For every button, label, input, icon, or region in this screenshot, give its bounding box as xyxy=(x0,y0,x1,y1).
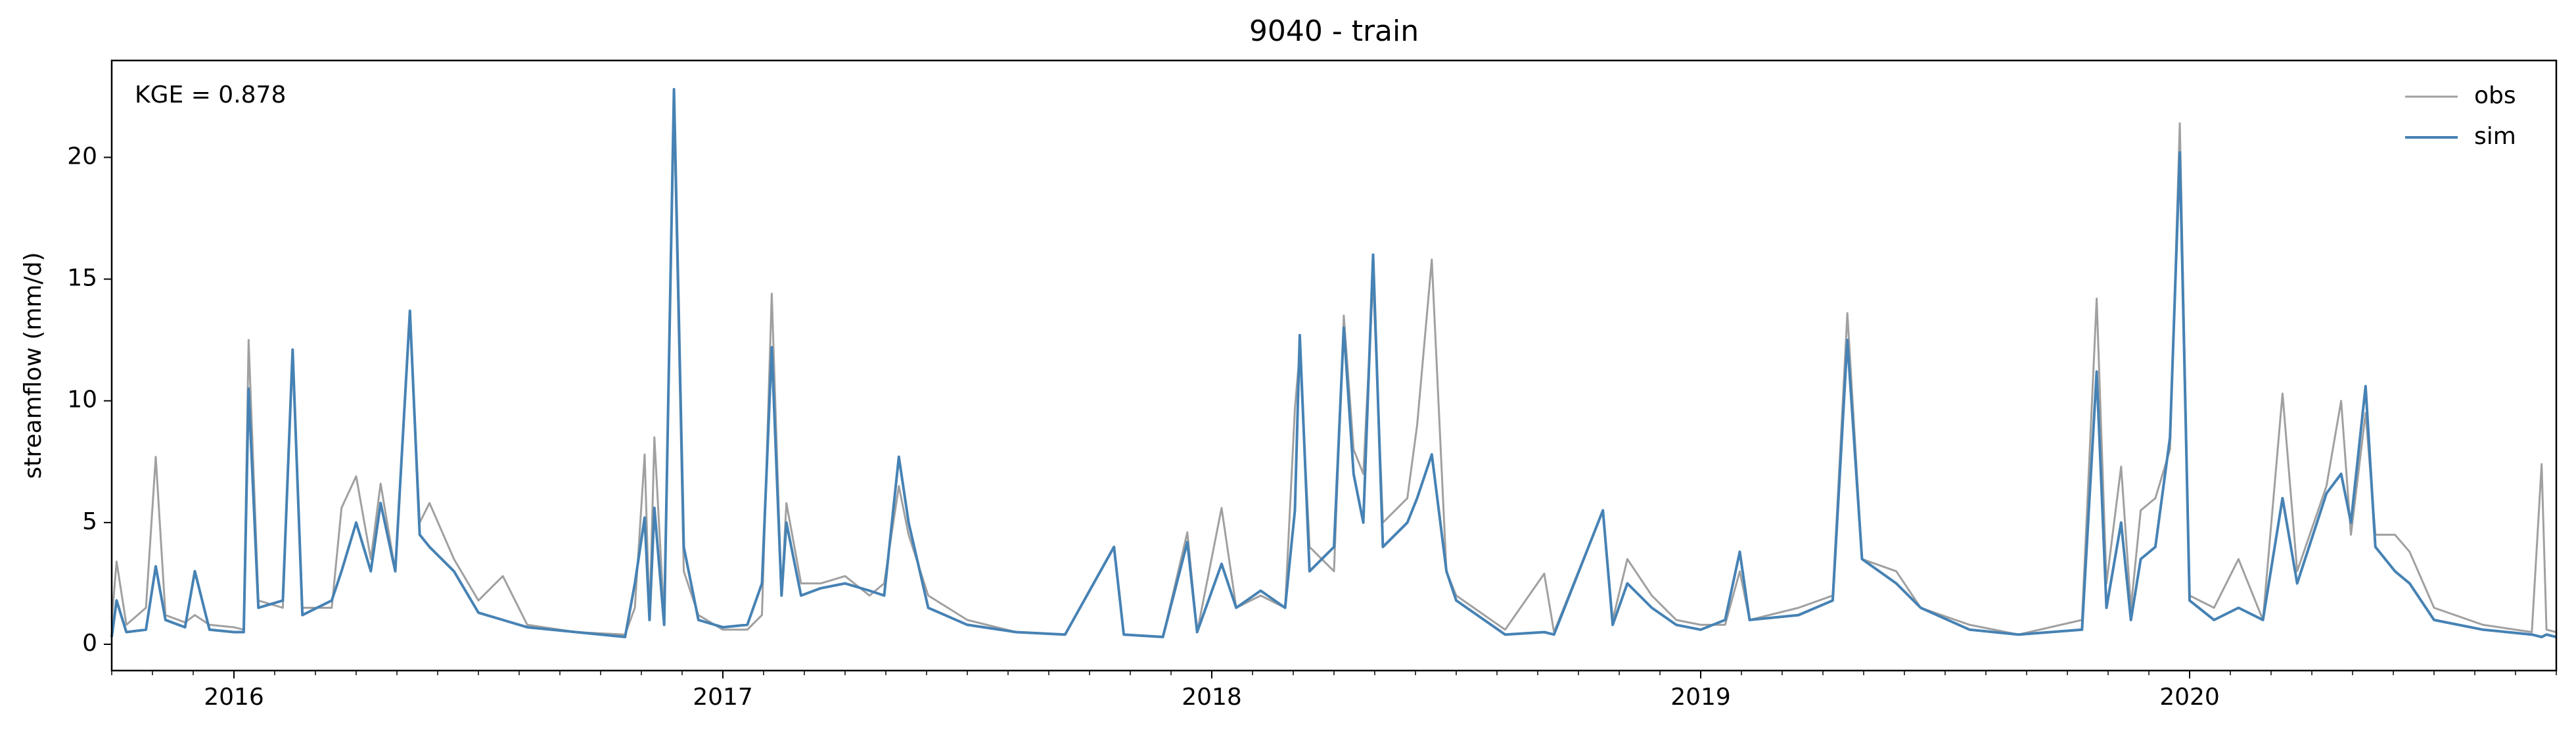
axes-frame xyxy=(110,59,2558,672)
y-tick-label: 20 xyxy=(67,143,97,170)
series-line xyxy=(110,87,2557,638)
legend-label: obs xyxy=(2474,82,2516,109)
annotation: KGE = 0.878 xyxy=(135,82,286,108)
x-tick-label: 2020 xyxy=(2159,684,2220,711)
legend-label: sim xyxy=(2474,123,2516,150)
y-tick-label: 5 xyxy=(82,508,97,535)
x-tick-label: 2017 xyxy=(693,684,753,711)
chart-title: 9040 - train xyxy=(1249,14,1419,48)
x-tick-label: 2018 xyxy=(1182,684,1242,711)
y-tick-label: 10 xyxy=(67,387,97,414)
y-tick-label: 0 xyxy=(82,630,97,657)
y-tick-label: 15 xyxy=(67,265,97,292)
x-tick-label: 2016 xyxy=(204,684,264,711)
y-axis-label: streamflow (mm/d) xyxy=(20,252,47,479)
x-tick-label: 2019 xyxy=(1670,684,1731,711)
